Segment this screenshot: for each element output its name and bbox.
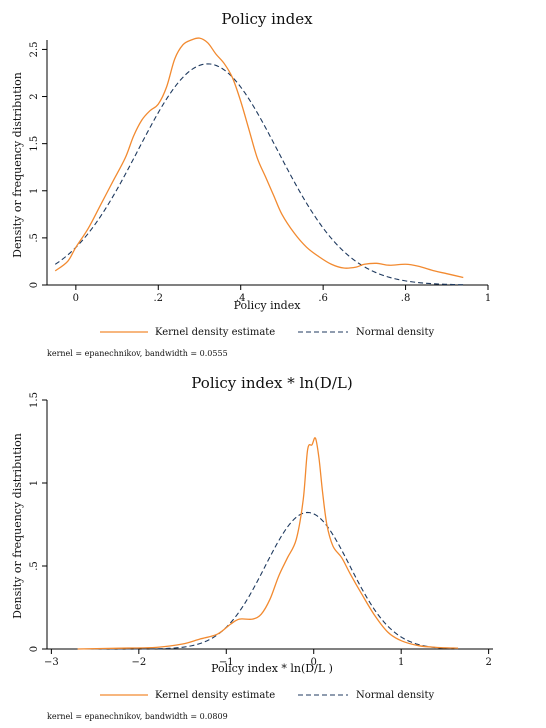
chart-2-note: kernel = epanechnikov, bandwidth = 0.080… (47, 712, 228, 721)
y-tick-label: 2.5 (29, 41, 40, 57)
chart-1-y-ticks: 0 .5 1 1.5 2 2.5 (29, 41, 47, 288)
x-tick-label: −2 (131, 657, 146, 668)
chart-1-ylabel: Density or frequency distribution (11, 72, 24, 258)
y-tick-label: 0 (29, 282, 40, 288)
y-tick-label: 1 (29, 188, 40, 194)
x-tick-label: .6 (318, 293, 328, 304)
chart-1-legend-kernel-label: Kernel density estimate (155, 327, 275, 338)
chart-2-series-kernel-density (77, 437, 459, 650)
y-tick-label: 1.5 (29, 392, 40, 408)
chart-1-xlabel: Policy index (234, 299, 302, 312)
y-tick-label: 0 (29, 646, 40, 652)
chart-2-legend: Kernel density estimate Normal density (100, 690, 434, 701)
chart-1-series-normal-density (54, 63, 464, 286)
chart-2-title: Policy index * ln(D/L) (191, 374, 352, 392)
chart-2-x-ticks: −3 −2 −1 0 1 2 (44, 649, 492, 668)
x-tick-label: 2 (485, 657, 491, 668)
x-tick-label: 1 (398, 657, 404, 668)
chart-2-legend-kernel-label: Kernel density estimate (155, 690, 275, 701)
chart-2-ylabel: Density or frequency distribution (11, 433, 24, 619)
y-tick-label: .5 (29, 233, 40, 243)
chart-1: Policy index Density or frequency distri… (11, 10, 491, 358)
chart-2-legend-normal-label: Normal density (356, 690, 434, 701)
x-tick-label: .4 (236, 293, 246, 304)
chart-2-series-normal-density (77, 511, 459, 650)
chart-1-x-ticks: 0 .2 .4 .6 .8 1 (73, 285, 491, 304)
chart-1-note: kernel = epanechnikov, bandwidth = 0.055… (47, 349, 228, 358)
y-tick-label: .5 (29, 561, 40, 571)
chart-2: Policy index * ln(D/L) Density or freque… (11, 374, 493, 721)
chart-1-series-kernel-density (54, 37, 464, 279)
x-tick-label: 0 (311, 657, 317, 668)
chart-1-title: Policy index (221, 10, 313, 28)
x-tick-label: .2 (154, 293, 164, 304)
chart-1-legend-normal-label: Normal density (356, 327, 434, 338)
chart-1-legend: Kernel density estimate Normal density (100, 327, 434, 338)
y-tick-label: 2 (29, 93, 40, 99)
y-tick-label: 1.5 (29, 136, 40, 152)
chart-2-xlabel: Policy index * ln(D/L ) (211, 662, 333, 675)
x-tick-label: 0 (73, 293, 79, 304)
x-tick-label: −1 (219, 657, 234, 668)
y-tick-label: 1 (29, 480, 40, 486)
x-tick-label: 1 (485, 293, 491, 304)
x-tick-label: .8 (401, 293, 411, 304)
chart-2-y-ticks: 0 .5 1 1.5 (29, 392, 47, 652)
x-tick-label: −3 (44, 657, 59, 668)
